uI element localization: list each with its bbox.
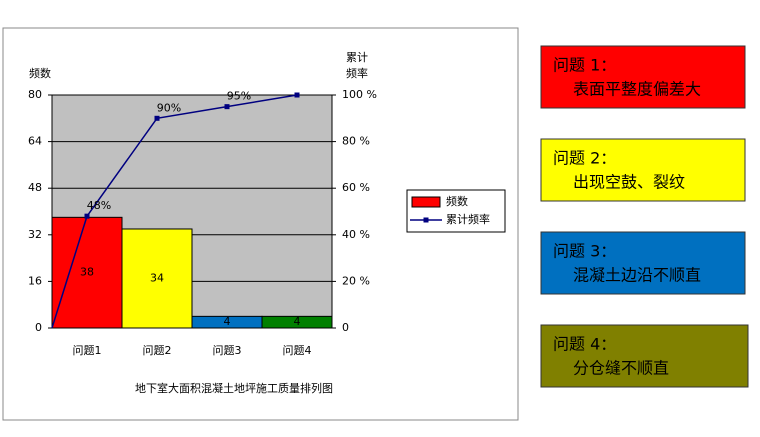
- note-heading: 问题 4：: [553, 335, 616, 354]
- y-tick-label: 64: [28, 135, 42, 148]
- y2-tick-label: 80 %: [342, 135, 370, 148]
- note-background: [540, 138, 746, 202]
- note-text: 分仓缝不顺直: [573, 359, 669, 378]
- bar-label: 34: [150, 271, 164, 284]
- note-box: 问题 1： 表面平整度偏差大: [540, 45, 746, 109]
- legend-label: 累计频率: [446, 212, 490, 226]
- y2-tick-label: 100 %: [342, 88, 377, 101]
- x-tick-label: 问题2: [143, 344, 172, 357]
- note-box: 问题 2： 出现空鼓、裂纹: [540, 138, 746, 202]
- y-tick-label: 16: [28, 274, 42, 287]
- note-heading: 问题 3：: [553, 242, 616, 261]
- line: [86, 94, 298, 217]
- line-start: [51, 215, 88, 329]
- note-box: 问题 3： 混凝土边沿不顺直: [540, 231, 746, 295]
- note-background: [540, 231, 746, 295]
- bar-label: 4: [224, 315, 231, 328]
- legend-marker: [423, 217, 429, 223]
- line-marker: [224, 104, 230, 110]
- line-label: 90%: [157, 101, 181, 114]
- y-tick-label: 80: [28, 88, 42, 101]
- note-text: 表面平整度偏差大: [573, 80, 701, 99]
- line-label: 95%: [227, 90, 251, 103]
- chart-title: 地下室大面积混凝土地坪施工质量排列图: [135, 381, 333, 395]
- line-marker: [154, 115, 160, 121]
- bar-label: 4: [294, 315, 301, 328]
- note-heading: 问题 1：: [553, 56, 616, 75]
- line-marker: [84, 213, 90, 219]
- y2-axis-label: 频率: [346, 66, 368, 80]
- bar-label: 38: [80, 266, 94, 279]
- y-tick-label: 48: [28, 181, 42, 194]
- x-tick-label: 问题1: [73, 344, 102, 357]
- bar: [121, 228, 193, 329]
- y2-tick-label: 40 %: [342, 228, 370, 241]
- x-tick-label: 问题4: [283, 344, 312, 357]
- legend-label: 频数: [446, 194, 468, 208]
- note-box: 问题 4： 分仓缝不顺直: [540, 324, 749, 388]
- y2-tick-label: 60 %: [342, 181, 370, 194]
- y2-axis-label: 累计: [346, 51, 368, 64]
- note-heading: 问题 2：: [553, 149, 616, 168]
- x-tick-label: 问题3: [213, 344, 242, 357]
- note-background: [540, 45, 746, 109]
- line-label: 48%: [87, 199, 111, 212]
- note-text: 混凝土边沿不顺直: [573, 266, 701, 285]
- y-axis-label: 频数: [29, 66, 51, 80]
- y-tick-label: 0: [35, 321, 42, 334]
- note-text: 出现空鼓、裂纹: [573, 173, 685, 192]
- y2-tick-label: 20 %: [342, 274, 370, 287]
- legend-swatch: [411, 196, 441, 208]
- bar: [261, 315, 333, 329]
- y2-tick-label: 0: [342, 321, 349, 334]
- line-marker: [294, 92, 300, 98]
- y-tick-label: 32: [28, 228, 42, 241]
- note-background: [540, 324, 749, 388]
